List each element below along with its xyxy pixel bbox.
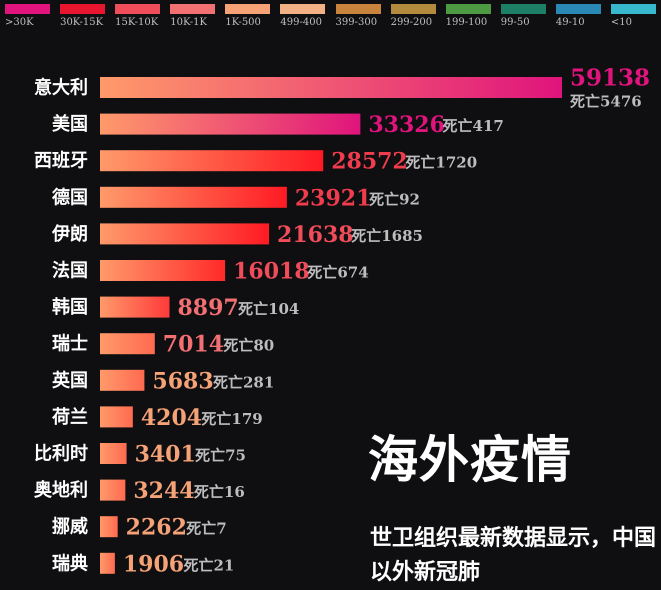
country-label: 奥地利 bbox=[34, 479, 88, 501]
bar bbox=[100, 369, 145, 391]
bar bbox=[100, 296, 170, 318]
legend-label: 499-400 bbox=[280, 17, 322, 28]
death-label: 死亡104 bbox=[238, 300, 299, 318]
bar bbox=[100, 77, 562, 98]
bar bbox=[100, 260, 226, 281]
bar bbox=[100, 443, 127, 464]
value-label: 1906 bbox=[123, 551, 184, 577]
bar bbox=[100, 406, 133, 428]
death-label: 死亡417 bbox=[443, 117, 504, 135]
bar bbox=[100, 333, 155, 355]
legend-label: 1K-500 bbox=[225, 17, 261, 28]
country-label: 美国 bbox=[52, 113, 88, 135]
legend: >30K 30K-15K 15K-10K 10K-1K 1K-500 499-400 399… bbox=[0, 0, 661, 34]
legend-swatch bbox=[225, 4, 271, 14]
death-label: 死亡92 bbox=[369, 190, 420, 208]
death-label: 死亡75 bbox=[195, 447, 246, 465]
bar bbox=[100, 223, 270, 245]
country-label: 韩国 bbox=[52, 296, 88, 318]
legend-label: <10 bbox=[610, 17, 633, 28]
bar bbox=[100, 150, 324, 172]
legend-swatch bbox=[335, 4, 381, 14]
legend-swatch bbox=[115, 4, 161, 14]
death-label: 死亡1720 bbox=[405, 154, 477, 172]
death-label: 死亡281 bbox=[213, 373, 274, 391]
value-label: 59138 bbox=[570, 65, 650, 92]
legend-swatch bbox=[60, 4, 106, 14]
death-label: 死亡179 bbox=[201, 410, 262, 428]
value-label: 3401 bbox=[135, 442, 196, 468]
country-label: 挪威 bbox=[52, 516, 88, 538]
legend-label: 399-300 bbox=[335, 17, 378, 28]
legend-label: >30K bbox=[5, 17, 34, 28]
legend-swatch bbox=[5, 4, 51, 14]
legend-label: 99-50 bbox=[500, 17, 530, 28]
death-label: 死亡7 bbox=[186, 520, 226, 538]
legend-swatch bbox=[390, 4, 436, 14]
value-label: 23921 bbox=[295, 185, 372, 211]
legend-label: 15K-10K bbox=[115, 17, 159, 28]
value-label: 4204 bbox=[141, 405, 202, 431]
country-label: 伊朗 bbox=[51, 223, 88, 245]
country-label: 比利时 bbox=[34, 443, 88, 465]
legend-label: 299-200 bbox=[390, 17, 433, 28]
legend-swatch bbox=[445, 4, 491, 14]
legend-swatch bbox=[170, 4, 216, 14]
country-label: 瑞士 bbox=[52, 334, 88, 355]
bar bbox=[100, 479, 126, 501]
death-label: 死亡80 bbox=[223, 337, 274, 355]
country-label: 德国 bbox=[52, 186, 88, 208]
value-label: 2262 bbox=[126, 515, 187, 541]
bar bbox=[100, 113, 361, 135]
subtitle: 世卫组织最新数据显示，中国以外新冠肺 bbox=[370, 525, 657, 585]
death-label: 死亡5476 bbox=[570, 93, 642, 111]
legend-label: 10K-1K bbox=[170, 17, 207, 28]
country-label: 瑞典 bbox=[52, 552, 88, 574]
legend-swatch bbox=[280, 4, 326, 14]
legend-label: 49-10 bbox=[555, 17, 585, 28]
legend-swatch bbox=[500, 4, 546, 14]
value-label: 28572 bbox=[331, 149, 408, 175]
legend-swatch bbox=[610, 4, 656, 14]
value-label: 21638 bbox=[277, 222, 354, 248]
bar bbox=[100, 516, 118, 538]
death-label: 死亡674 bbox=[307, 264, 368, 282]
value-label: 3244 bbox=[133, 478, 194, 504]
death-label: 死亡1685 bbox=[351, 227, 423, 245]
value-label: 16018 bbox=[233, 259, 310, 285]
bar bbox=[100, 552, 115, 574]
country-label: 意大利 bbox=[34, 77, 88, 99]
value-label: 7014 bbox=[163, 332, 224, 358]
legend-swatch bbox=[555, 4, 601, 14]
value-label: 5683 bbox=[152, 368, 213, 394]
value-label: 33326 bbox=[368, 112, 445, 138]
legend-label: 199-100 bbox=[445, 17, 488, 28]
value-label: 8897 bbox=[178, 295, 239, 321]
country-label: 西班牙 bbox=[34, 151, 88, 172]
death-label: 死亡16 bbox=[194, 483, 245, 501]
bar bbox=[100, 186, 287, 208]
headline: 海外疫情 bbox=[368, 430, 572, 489]
country-label: 法国 bbox=[52, 260, 88, 282]
legend-label: 30K-15K bbox=[60, 17, 104, 28]
country-label: 英国 bbox=[51, 369, 88, 391]
death-label: 死亡21 bbox=[183, 556, 234, 574]
country-label: 荷兰 bbox=[52, 406, 88, 428]
